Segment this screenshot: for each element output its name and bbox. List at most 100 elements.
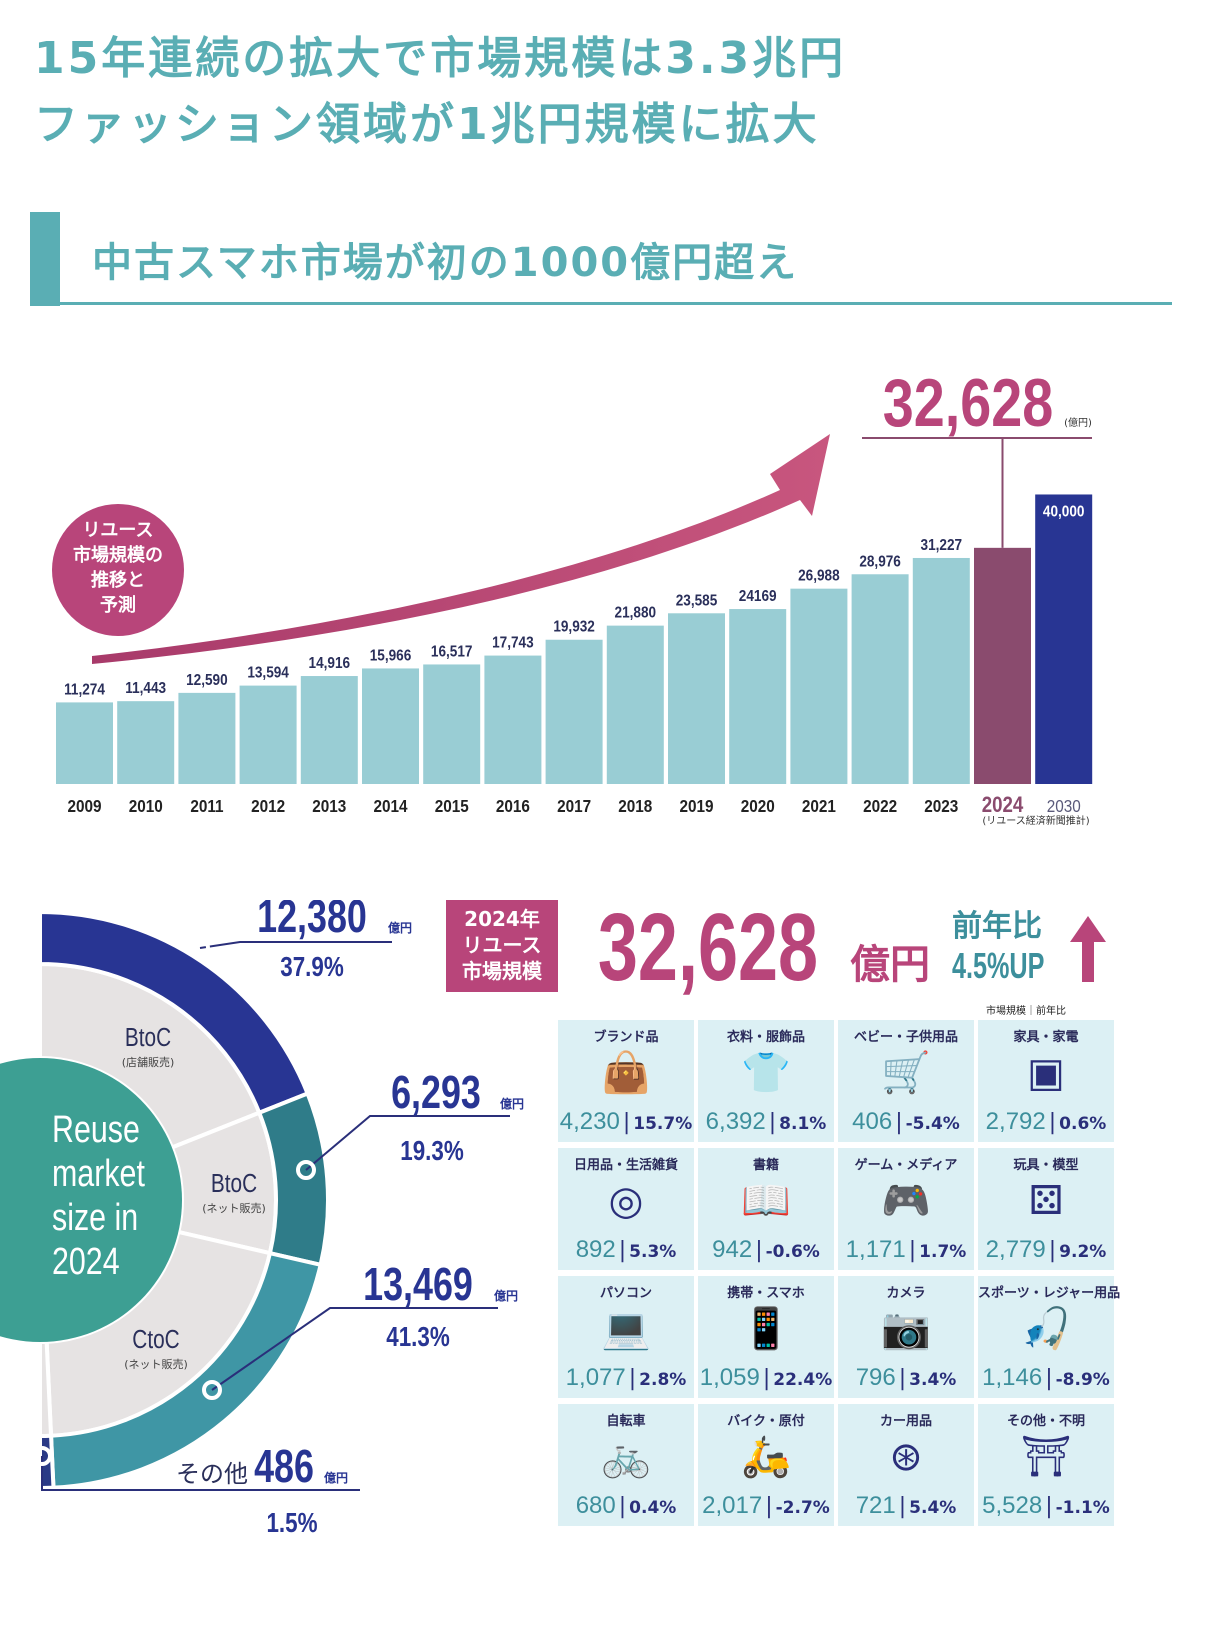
category-tile: 自転車 🚲 680 | 0.4% [558,1404,694,1526]
scooter-icon: 🛵 [741,1434,791,1480]
category-yoy: -2.7% [775,1498,830,1518]
value-separator: | [765,1494,773,1519]
donut-center [0,1058,182,1342]
summary-badge-text: リユース [463,933,542,957]
value-separator: | [1048,1238,1057,1263]
category-market-size: 6,392 [705,1108,766,1135]
value-separator: | [908,1238,917,1263]
category-values: 1,077 | 2.8% [558,1364,694,1392]
category-tile: 家具・家電 ▣ 2,792 | 0.6% [978,1020,1114,1142]
category-tile: スポーツ・レジャー用品 🎣 1,146 | -8.9% [978,1276,1120,1398]
bar-2022 [851,574,909,784]
x-tick-2011: 2011 [190,796,223,816]
category-values: 406 | -5.4% [838,1108,974,1136]
category-values: 6,392 | 8.1% [698,1108,834,1136]
summary-badge [446,900,558,992]
shirt-icon: 👕 [741,1050,791,1096]
segment-sub: (ネット販売) [124,1358,188,1371]
segment-value: 13,469 [363,1259,473,1310]
x-tick-2010: 2010 [129,796,163,816]
bar-2024 [974,547,1031,784]
category-market-size: 2,017 [702,1492,763,1519]
category-values: 2,792 | 0.6% [978,1108,1114,1136]
laptop-icon: 💻 [601,1306,651,1352]
book-icon: 📖 [741,1178,791,1224]
toy-icon: ⚄ [1028,1178,1064,1224]
segment-value: 12,380 [257,900,367,942]
category-name: 携帯・スマホ [727,1286,805,1301]
bar-2015 [423,664,481,784]
x-tick-2015: 2015 [435,796,469,816]
segment-value: 6,293 [391,1067,481,1118]
x-tick-2009: 2009 [67,796,101,816]
callout-dot [32,1446,52,1466]
segment-name: BtoC [211,1169,257,1198]
camera-icon: 📷 [881,1306,931,1352]
callout-dot [296,1160,316,1180]
bar-2023 [912,557,970,784]
fishing-icon: 🎣 [1021,1306,1071,1352]
category-yoy: 22.4% [773,1370,833,1390]
category-tile: ブランド品 👜 4,230 | 15.7% [558,1020,694,1142]
stroller-icon: 🛒 [881,1050,931,1096]
category-values: 942 | -0.6% [698,1236,834,1264]
category-market-size: 2,792 [985,1108,1046,1135]
segment-unit: 億円 [494,1288,518,1303]
segment-pct: 37.9% [280,952,343,983]
category-yoy: 1.7% [919,1242,967,1262]
category-values: 2,779 | 9.2% [978,1236,1114,1264]
segment-pct: 19.3% [400,1136,463,1167]
bar-value-label-2012: 13,594 [247,665,289,682]
category-market-size: 2,779 [985,1236,1046,1263]
bar-2019 [668,613,725,784]
category-values: 5,528 | -1.1% [978,1492,1114,1520]
category-values: 1,059 | 22.4% [698,1364,834,1392]
bar-2030 [1035,494,1093,784]
badge-text-line: 推移と [91,569,145,591]
category-yoy: 0.6% [1059,1114,1107,1134]
section-title: 中古スマホ市場が初の1000億円超え [92,240,799,286]
category-tile: ゲーム・メディア 🎮 1,171 | 1.7% [838,1148,974,1270]
callout-dot [190,938,210,958]
value-separator: | [618,1494,627,1519]
callout-line [305,1115,510,1171]
x-tick-2014: 2014 [373,796,408,816]
x-tick-2023: 2023 [924,796,958,816]
bar-value-label-2016: 17,743 [492,635,534,652]
category-market-size: 892 [575,1236,616,1263]
bar-2011 [178,692,236,784]
bar-value-label-2015: 16,517 [431,644,473,661]
category-market-size: 1,077 [565,1364,626,1391]
value-separator: | [1048,1110,1057,1135]
category-values: 2,017 | -2.7% [698,1492,834,1520]
category-tile: 日用品・生活雑貨 ◎ 892 | 5.3% [558,1148,694,1270]
segment-unit: 億円 [500,1096,524,1111]
plate-icon: ◎ [608,1178,644,1224]
headline-line-2: ファッション領域が1兆円規模に拡大 [34,99,820,150]
badge-text-line: 予測 [100,594,136,616]
value-separator: | [768,1110,777,1135]
category-values: 1,146 | -8.9% [978,1364,1114,1392]
category-yoy: 2.8% [639,1370,687,1390]
bar-2013 [300,676,358,784]
samurai-helmet-icon: ⛩ [1020,1434,1072,1480]
bar-2012 [239,685,297,784]
bar-2021 [790,588,848,784]
value-separator: | [1045,1494,1053,1519]
category-name: 家具・家電 [1013,1030,1079,1045]
category-market-size: 4,230 [559,1108,620,1135]
category-tile: 衣料・服飾品 👕 6,392 | 8.1% [698,1020,834,1142]
category-yoy: 9.2% [1059,1242,1107,1262]
bar-value-label-2022: 28,976 [859,553,901,570]
x-tick-2030: 2030 [1047,796,1081,816]
x-tick-2016: 2016 [496,796,530,816]
tile-legend: 市場規模｜前年比 [986,1004,1066,1017]
category-tile: ベビー・子供用品 🛒 406 | -5.4% [838,1020,974,1142]
category-values: 680 | 0.4% [558,1492,694,1520]
badge-text-line: 市場規模の [73,544,163,566]
callout-line [211,1307,498,1391]
bar-value-label-2019: 23,585 [676,592,718,609]
category-name: カメラ [886,1286,926,1301]
x-tick-2012: 2012 [251,796,285,816]
